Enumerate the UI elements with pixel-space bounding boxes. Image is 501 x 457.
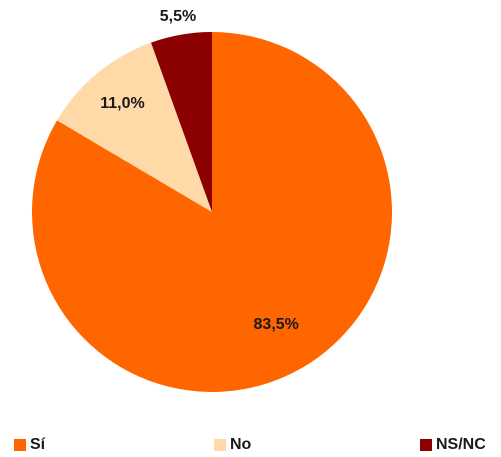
- legend-label-nsnc: NS/NC: [436, 436, 486, 453]
- pie-data-label-2: 11,0%: [100, 95, 144, 112]
- pie-data-label-1: 83,5%: [254, 316, 299, 333]
- pie-slices: [31, 32, 392, 392]
- legend-swatch-no: [214, 439, 226, 451]
- legend-item-si: Sí: [14, 436, 45, 454]
- legend-label-no: No: [230, 436, 252, 453]
- pie-slice-1: [31, 32, 392, 392]
- chart-legend: Sí No NS/NC: [0, 436, 501, 456]
- legend-item-nsnc: NS/NC: [420, 436, 486, 454]
- pie-data-labels: 83,5% 11,0% 5,5%: [100, 8, 299, 333]
- pie-slice-3: [151, 32, 212, 212]
- legend-label-si: Sí: [30, 436, 46, 453]
- pie-slice-2: [57, 42, 212, 212]
- legend-item-no: No: [214, 436, 251, 454]
- pie-data-label-3: 5,5%: [160, 8, 196, 25]
- legend-swatch-nsnc: [420, 439, 432, 451]
- legend-swatch-si: [14, 439, 26, 451]
